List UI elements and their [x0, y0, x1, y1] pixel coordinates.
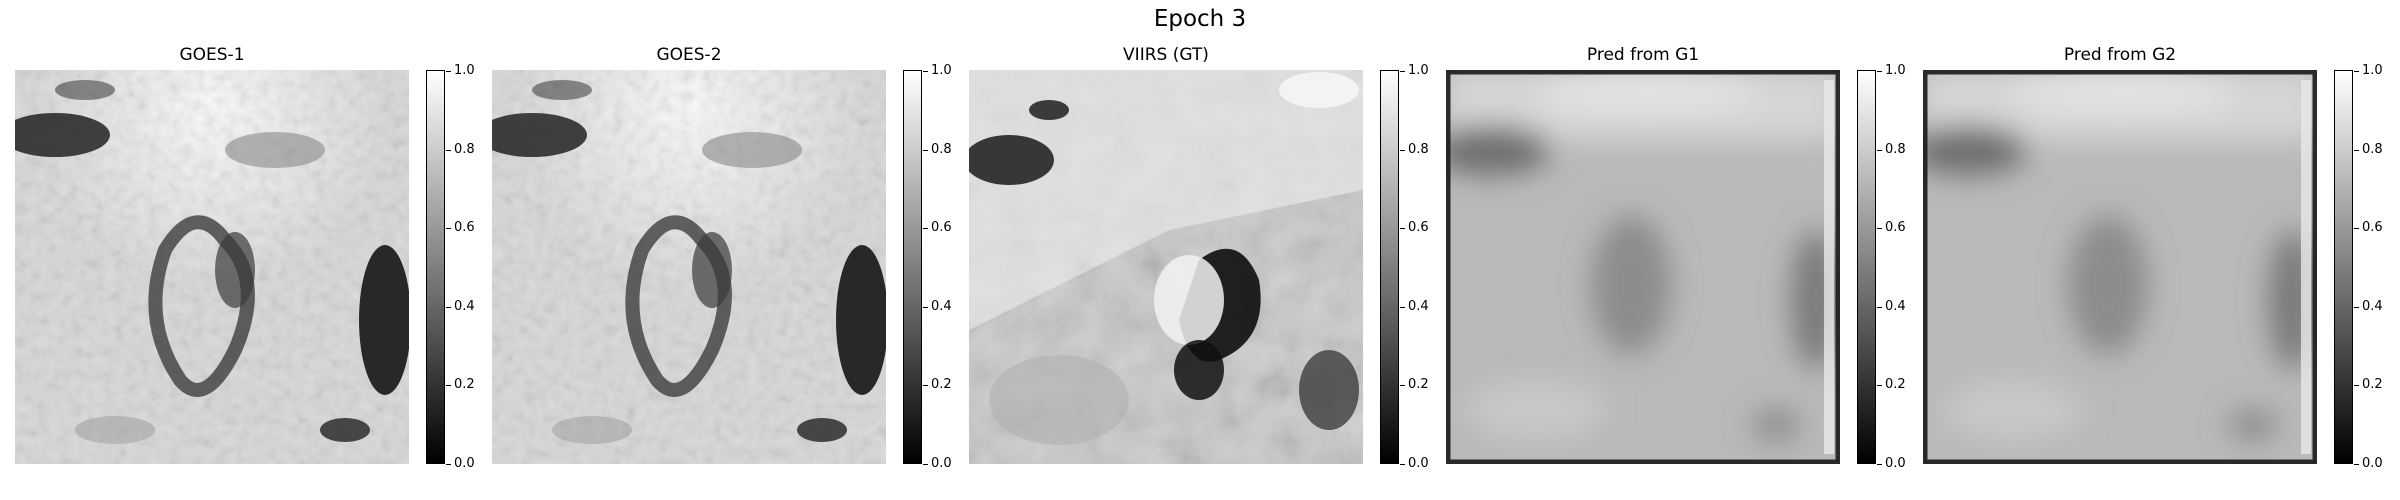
colorbar-tick-label: 0.8	[2362, 142, 2383, 157]
colorbar-tick	[1877, 150, 1882, 151]
colorbar-tick-label: 0.6	[1408, 220, 1429, 235]
colorbar-tick	[2354, 385, 2359, 386]
colorbar-tick	[1400, 307, 1405, 308]
colorbar-tick	[923, 307, 928, 308]
colorbar-tick-label: 0.8	[1885, 142, 1906, 157]
colorbar-tick-label: 0.2	[1885, 377, 1906, 392]
colorbar: 0.0 0.2 0.4 0.6 0.8 1.0	[426, 64, 475, 471]
colorbar-tick	[446, 307, 451, 308]
colorbar-tick-label: 0.4	[1885, 299, 1906, 314]
colorbar-tick-label: 0.6	[2362, 220, 2383, 235]
colorbar-tick	[2354, 228, 2359, 229]
colorbar-tick-label: 0.4	[1408, 299, 1429, 314]
colorbar-tick	[446, 150, 451, 151]
colorbar-tick-label: 1.0	[2362, 63, 2383, 78]
panel-image	[15, 70, 409, 464]
colorbar-tick	[1400, 71, 1405, 72]
colorbar-tick-label: 0.6	[1885, 220, 1906, 235]
colorbar-tick	[446, 464, 451, 465]
colorbar-tick-label: 0.2	[1408, 377, 1429, 392]
colorbar-tick-label: 0.6	[454, 220, 475, 235]
panel-image	[492, 70, 886, 464]
colorbar-tick	[2354, 307, 2359, 308]
colorbar-tick	[2354, 150, 2359, 151]
colorbar-tick-label: 0.0	[1885, 456, 1906, 471]
colorbar-tick	[1400, 385, 1405, 386]
colorbar-tick	[1877, 464, 1882, 465]
panel-image	[969, 70, 1363, 464]
colorbar-tick-label: 0.2	[2362, 377, 2383, 392]
colorbar-tick	[446, 228, 451, 229]
colorbar-tick-label: 0.2	[454, 377, 475, 392]
colorbar-tick-label: 0.0	[1408, 456, 1429, 471]
figure-title: Epoch 3	[1153, 6, 1247, 32]
panel-title: VIIRS (GT)	[1123, 45, 1209, 65]
panel-title: Pred from G2	[2063, 45, 2177, 65]
colorbar-tick	[923, 385, 928, 386]
colorbar-tick	[2354, 71, 2359, 72]
colorbar-tick-label: 1.0	[931, 63, 952, 78]
colorbar-tick-label: 0.4	[454, 299, 475, 314]
colorbar-tick-label: 0.4	[931, 299, 952, 314]
colorbar-tick	[1877, 228, 1882, 229]
colorbar-tick	[1877, 385, 1882, 386]
colorbar: 0.0 0.2 0.4 0.6 0.8 1.0	[1380, 64, 1429, 471]
colorbar-tick-label: 0.6	[931, 220, 952, 235]
panel-image	[1446, 70, 1840, 464]
colorbar-tick-label: 1.0	[454, 63, 475, 78]
colorbar-tick	[1400, 228, 1405, 229]
colorbar-tick	[1400, 464, 1405, 465]
colorbar-tick-label: 0.8	[1408, 142, 1429, 157]
colorbar-tick-label: 0.8	[454, 142, 475, 157]
panel-image	[1923, 70, 2317, 464]
colorbar-tick-label: 0.8	[931, 142, 952, 157]
colorbar-tick	[923, 71, 928, 72]
colorbar-tick-label: 0.4	[2362, 299, 2383, 314]
colorbar-tick	[1877, 307, 1882, 308]
colorbar-tick-label: 1.0	[1885, 63, 1906, 78]
colorbar-tick-label: 0.2	[931, 377, 952, 392]
colorbar-tick	[923, 150, 928, 151]
colorbar-tick	[446, 385, 451, 386]
colorbar: 0.0 0.2 0.4 0.6 0.8 1.0	[2334, 64, 2383, 471]
panel-title: Pred from G1	[1586, 45, 1700, 65]
colorbar-tick	[1877, 71, 1882, 72]
colorbar-tick	[923, 228, 928, 229]
colorbar-tick	[446, 71, 451, 72]
colorbar: 0.0 0.2 0.4 0.6 0.8 1.0	[903, 64, 952, 471]
colorbar-tick	[1400, 150, 1405, 151]
colorbar-tick-label: 0.0	[931, 456, 952, 471]
panel-title: GOES-2	[656, 45, 722, 65]
colorbar-tick-label: 1.0	[1408, 63, 1429, 78]
panel-title: GOES-1	[179, 45, 245, 65]
colorbar-tick	[2354, 464, 2359, 465]
colorbar-tick-label: 0.0	[454, 456, 475, 471]
colorbar: 0.0 0.2 0.4 0.6 0.8 1.0	[1857, 64, 1906, 471]
colorbar-tick-label: 0.0	[2362, 456, 2383, 471]
colorbar-tick	[923, 464, 928, 465]
